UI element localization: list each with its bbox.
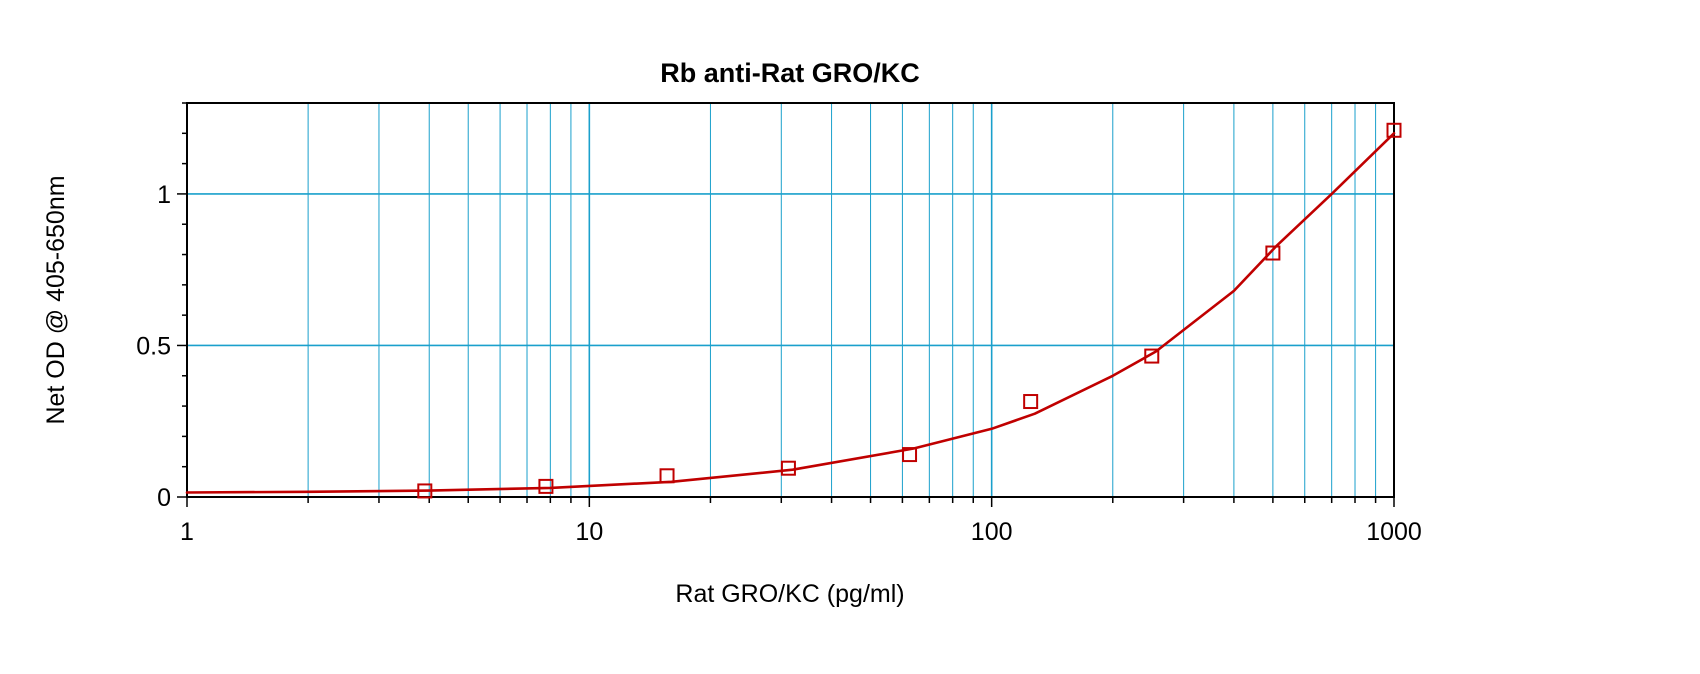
fit-curve — [185, 132, 1396, 494]
x-tick-label: 1000 — [1366, 518, 1422, 546]
data-point — [1386, 122, 1402, 138]
data-point — [902, 447, 918, 463]
x-tick-label: 100 — [971, 518, 1013, 546]
y-tick-label: 0 — [157, 484, 171, 512]
data-point — [659, 468, 675, 484]
y-tick-label: 1 — [157, 181, 171, 209]
data-point — [417, 483, 433, 499]
x-tick-label: 10 — [575, 518, 603, 546]
y-axis-label: Net OD @ 405-650nm — [42, 175, 70, 424]
curve-layer — [185, 132, 1396, 494]
points-layer — [417, 122, 1402, 499]
x-axis-label: Rat GRO/KC (pg/ml) — [675, 580, 904, 608]
data-point — [1144, 348, 1160, 364]
grid-layer — [187, 103, 1394, 497]
y-tick-label: 0.5 — [136, 332, 171, 360]
data-point — [538, 478, 554, 494]
plot-frame — [186, 102, 1395, 498]
chart-title: Rb anti-Rat GRO/KC — [660, 58, 920, 88]
frame-layer — [186, 102, 1395, 498]
x-tick-label: 1 — [180, 518, 194, 546]
data-point — [780, 460, 796, 476]
data-point — [1265, 245, 1281, 261]
ticks-layer: 1 10 100 1000 0 0.5 1 — [136, 102, 1422, 546]
data-point — [1023, 394, 1039, 410]
